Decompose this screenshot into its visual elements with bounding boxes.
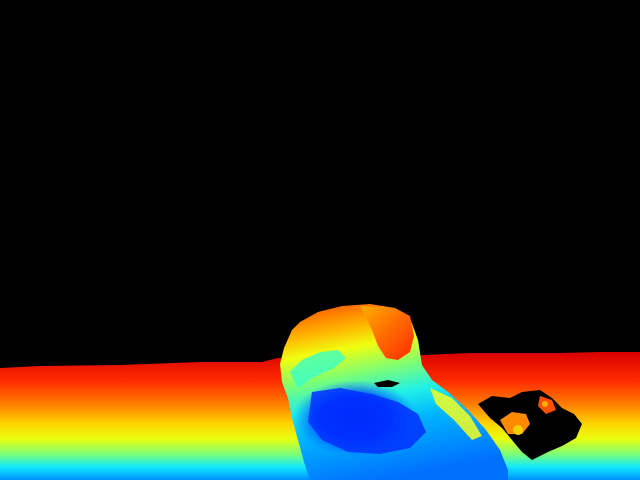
depth-map-image [0, 0, 640, 480]
depth-map-canvas [0, 0, 640, 480]
